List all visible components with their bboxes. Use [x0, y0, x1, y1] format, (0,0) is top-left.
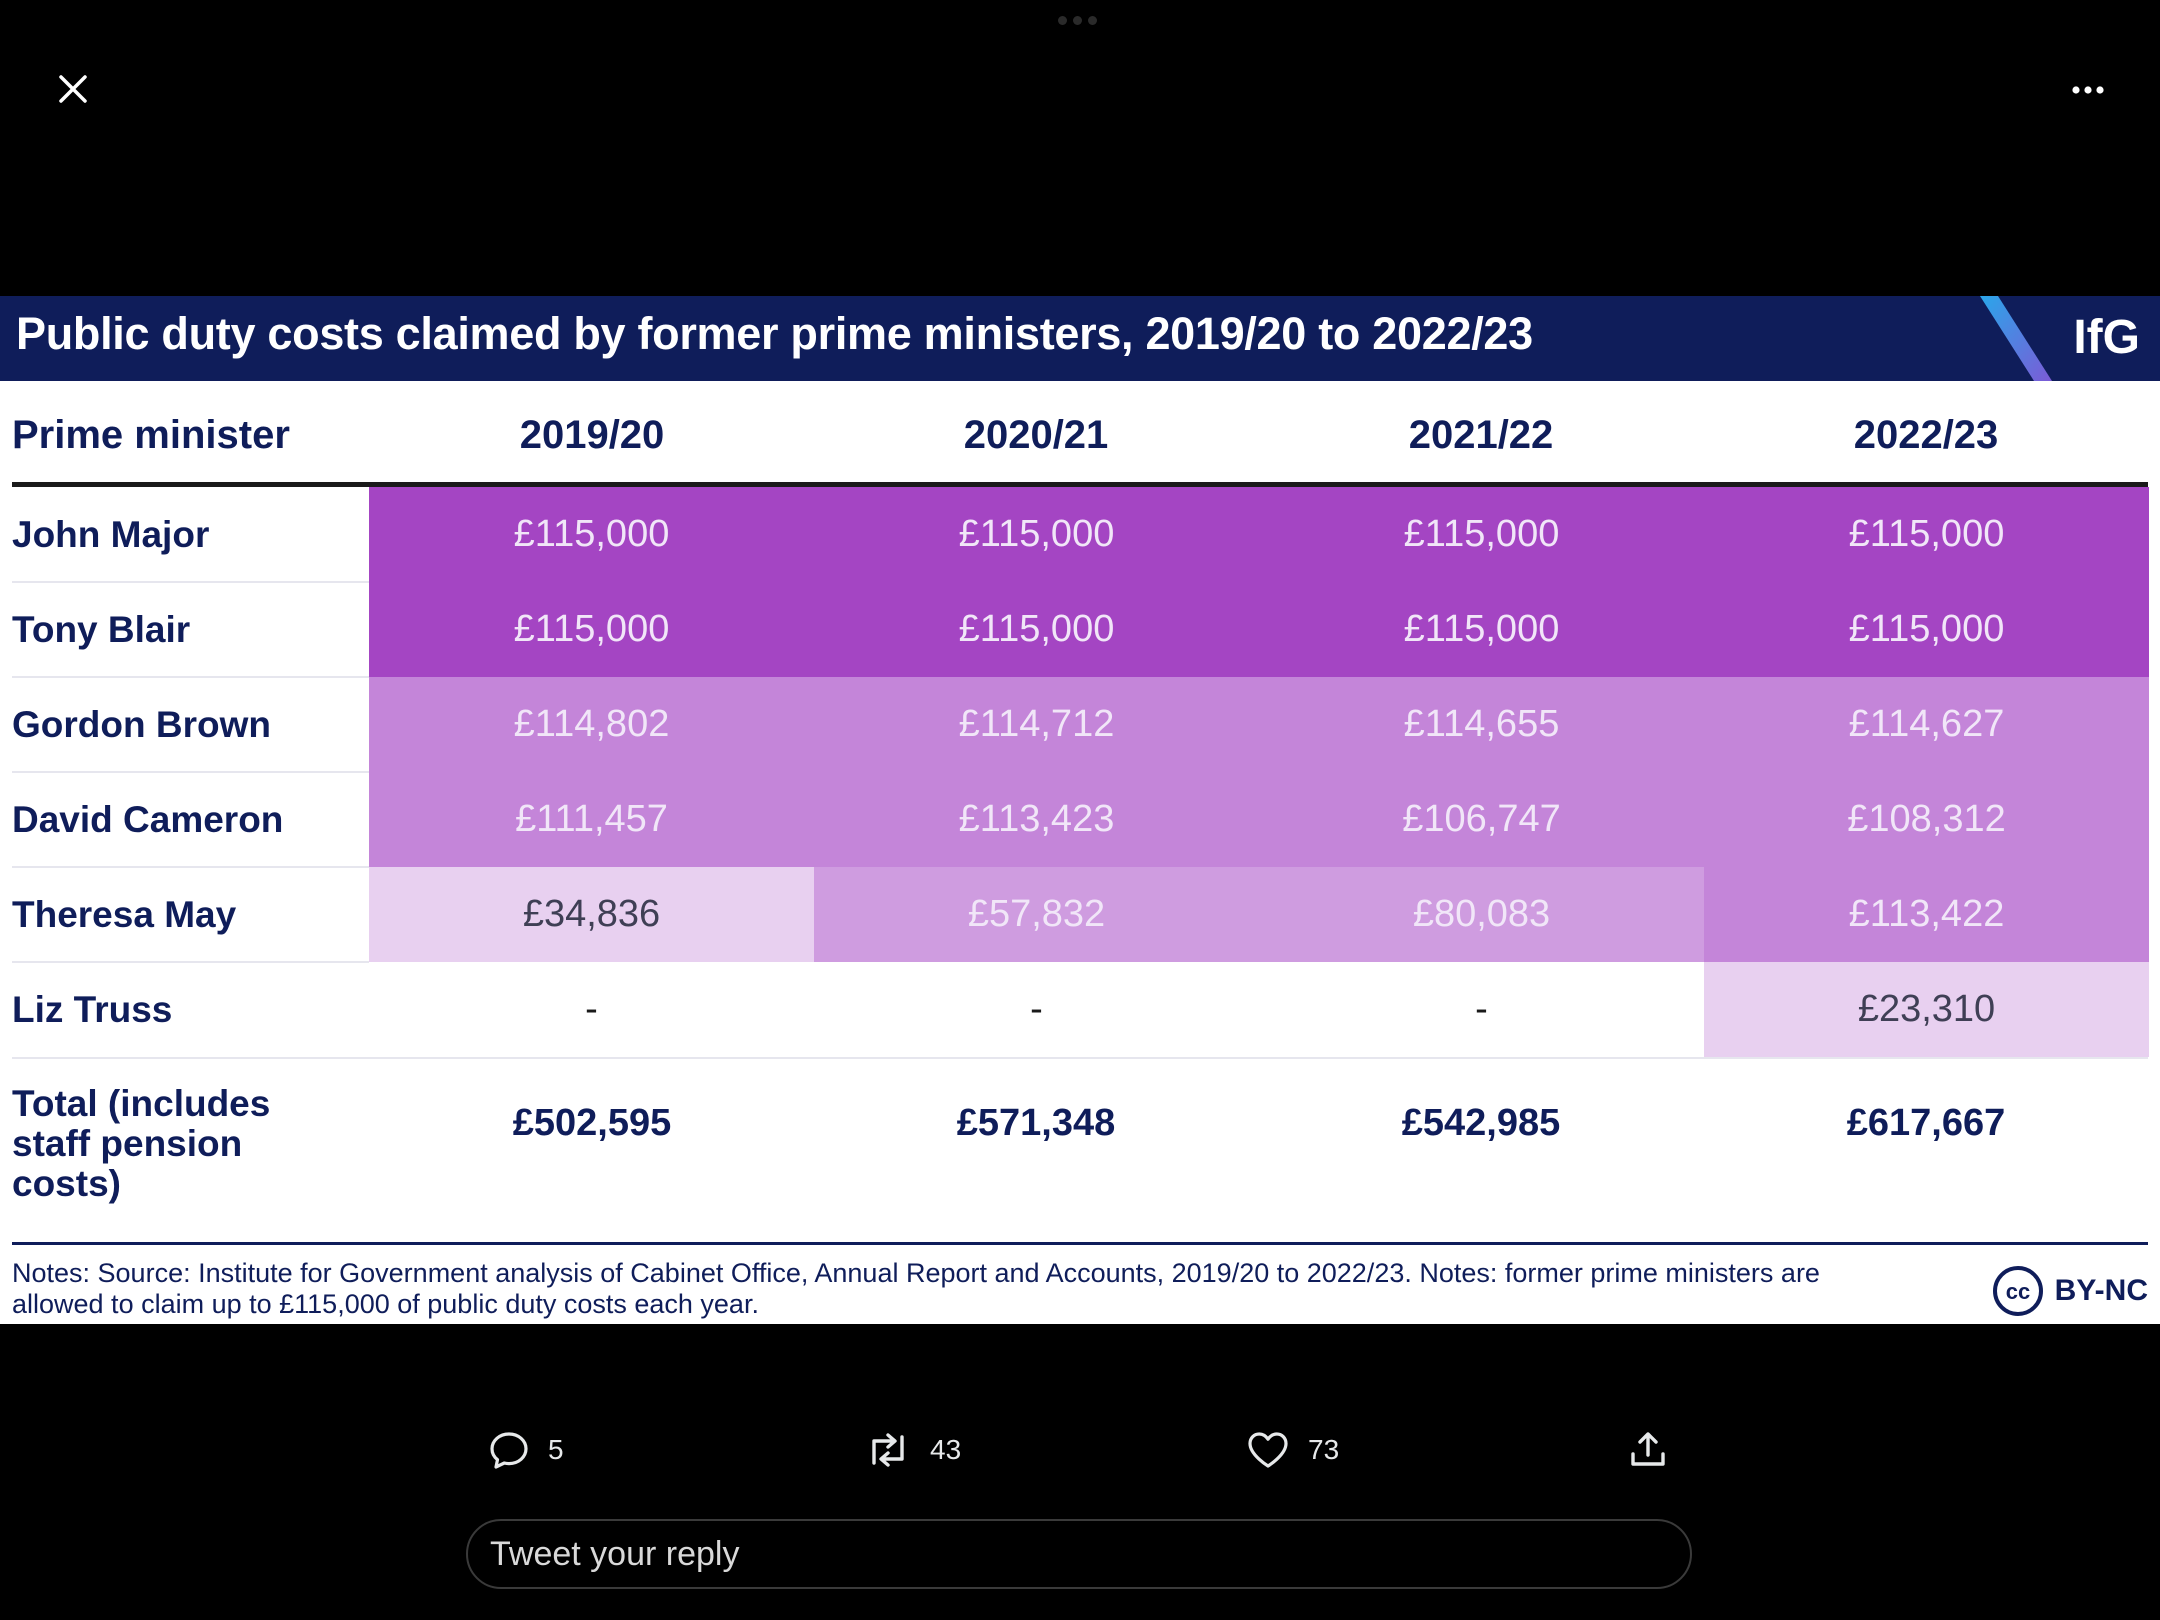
table-cell: £80,083 [1259, 867, 1704, 962]
svg-text:cc: cc [2005, 1279, 2029, 1304]
table-cell: - [1030, 988, 1043, 1030]
total-row-label: Total (includes staff pension costs) [12, 1083, 271, 1204]
column-header-year: 2019/20 [519, 413, 665, 457]
license-badge: cc BY-NC [1991, 1264, 2148, 1318]
reply-icon [490, 1432, 528, 1469]
table-cell: £113,423 [814, 772, 1259, 867]
ifg-logo: IfG [2073, 311, 2140, 364]
table-cell: - [585, 988, 598, 1030]
table-cell: £114,655 [1259, 677, 1704, 772]
more-button[interactable] [2062, 70, 2114, 110]
like-count: 73 [1308, 1434, 1340, 1465]
table-cell: £115,000 [369, 582, 814, 677]
heart-icon [1248, 1432, 1288, 1468]
row-label: Theresa May [12, 894, 237, 935]
table-cell: £111,457 [369, 772, 814, 867]
table-row: Tony Blair £115,000 £115,000 £115,000 £1… [0, 582, 2160, 677]
creative-commons-icon: cc [1992, 1266, 2043, 1316]
total-value: £542,985 [1401, 1102, 1561, 1144]
table-cell: £115,000 [1259, 487, 1704, 582]
row-label: Liz Truss [12, 989, 173, 1030]
like-button[interactable]: 73 [1246, 1430, 1339, 1470]
table-cell: £115,000 [369, 487, 814, 582]
table-notes: Notes: Source: Institute for Government … [12, 1258, 1820, 1319]
footer-divider [12, 1242, 2148, 1245]
table-row: Theresa May £34,836 £57,832 £80,083 £113… [0, 867, 2160, 962]
total-value: £502,595 [512, 1102, 672, 1144]
header-divider [12, 482, 2148, 487]
table-cell: £106,747 [1259, 772, 1704, 867]
table-row: David Cameron £111,457 £113,423 £106,747… [0, 772, 2160, 867]
table-header-row: Prime minister 2019/20 2020/21 2021/22 2… [0, 381, 2160, 481]
brand-stripe-graphic [1980, 296, 2052, 381]
tweet-media-image[interactable]: Public duty costs claimed by former prim… [0, 296, 2160, 1324]
row-divider [12, 1057, 2148, 1059]
reply-composer[interactable] [466, 1519, 1692, 1589]
row-label: John Major [12, 514, 210, 555]
sheet-grabber[interactable] [1058, 16, 1102, 26]
close-icon [59, 75, 87, 103]
total-value: £617,667 [1846, 1102, 2006, 1144]
row-divider [12, 961, 369, 963]
more-horizontal-icon [2072, 86, 2104, 94]
row-divider [12, 866, 369, 868]
column-header-year: 2020/21 [963, 413, 1109, 457]
table-cell: £23,310 [1704, 962, 2149, 1057]
table-cell: £114,802 [369, 677, 814, 772]
row-divider [12, 581, 369, 583]
column-header-year: 2021/22 [1408, 413, 1554, 457]
row-label: David Cameron [12, 799, 284, 840]
table-cell: £115,000 [1259, 582, 1704, 677]
share-icon [1631, 1432, 1665, 1466]
table-title: Public duty costs claimed by former prim… [16, 308, 1533, 359]
table-cell: £114,627 [1704, 677, 2149, 772]
reply-button[interactable]: 5 [488, 1430, 564, 1470]
table-row: Gordon Brown £114,802 £114,712 £114,655 … [0, 677, 2160, 772]
tweet-actions-bar: 5 43 73 [0, 1430, 2160, 1490]
table-cell: £115,000 [1704, 487, 2149, 582]
license-label: BY-NC [2054, 1274, 2148, 1307]
reply-input[interactable] [468, 1521, 1640, 1587]
retweet-count: 43 [930, 1434, 962, 1465]
column-header-prime-minister: Prime minister [12, 413, 290, 457]
table-row: Liz Truss - - - £23,310 [0, 962, 2160, 1057]
row-label: Tony Blair [12, 609, 191, 650]
share-button[interactable] [1628, 1430, 1668, 1470]
table-cell: £113,422 [1704, 867, 2149, 962]
table-cell: £34,836 [369, 867, 814, 962]
reply-count: 5 [548, 1434, 564, 1465]
table-cell: £108,312 [1704, 772, 2149, 867]
retweet-button[interactable]: 43 [864, 1430, 961, 1470]
table-cell: £115,000 [1704, 582, 2149, 677]
table-cell: £115,000 [814, 487, 1259, 582]
table-cell: £57,832 [814, 867, 1259, 962]
row-label: Gordon Brown [12, 704, 271, 745]
row-divider [12, 771, 369, 773]
table-row: John Major £115,000 £115,000 £115,000 £1… [0, 487, 2160, 582]
retweet-icon [872, 1433, 904, 1467]
table-cell: - [1475, 988, 1488, 1030]
close-button[interactable] [50, 66, 96, 112]
table-cell: £115,000 [814, 582, 1259, 677]
total-value: £571,348 [956, 1102, 1116, 1144]
row-divider [12, 676, 369, 678]
table-cell: £114,712 [814, 677, 1259, 772]
column-header-year: 2022/23 [1853, 413, 1999, 457]
table-title-bar: Public duty costs claimed by former prim… [0, 296, 2160, 381]
